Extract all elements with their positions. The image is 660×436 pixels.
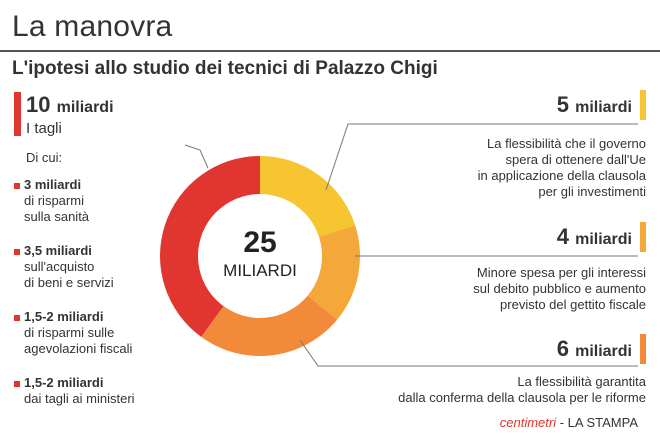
tagli-amount: 10 miliardi xyxy=(26,92,114,118)
color-bar-5 xyxy=(640,90,646,120)
breakdown-desc: agevolazioni fiscali xyxy=(24,341,133,356)
credit-brand: centimetri xyxy=(499,415,557,430)
slice-amount-value: 4 xyxy=(556,224,569,249)
slice-amount-unit: miliardi xyxy=(575,343,632,360)
slice-desc-4: Minore spesa per gli interessi sul debit… xyxy=(473,265,646,313)
leader-line-tagli xyxy=(184,144,209,169)
slice-amount-4: 4 miliardi xyxy=(557,224,632,250)
slice-amount-value: 5 xyxy=(556,92,569,117)
desc-line: previsto del gettito fiscale xyxy=(500,297,646,312)
donut-hole xyxy=(198,194,322,318)
slice-amount-unit: miliardi xyxy=(575,231,632,248)
tagli-color-bar xyxy=(14,92,21,136)
slice-amount-value: 6 xyxy=(556,336,569,361)
color-bar-4 xyxy=(640,222,646,252)
breakdown-amount: 3,5 miliardi xyxy=(24,243,92,258)
slice-amount-5: 5 miliardi xyxy=(557,92,632,118)
tagli-label: I tagli xyxy=(26,120,62,137)
desc-line: La flessibilità che il governo xyxy=(487,136,646,151)
title-divider xyxy=(0,50,660,52)
desc-line: per gli investimenti xyxy=(538,184,646,199)
breakdown-item: 1,5-2 miliardi di risparmi sulle agevola… xyxy=(14,309,184,357)
tagli-amount-value: 10 xyxy=(26,92,51,117)
total-value: 25 xyxy=(243,226,277,259)
slice-amount-6: 6 miliardi xyxy=(557,336,632,362)
breakdown-desc: di risparmi sulle xyxy=(24,325,115,340)
breakdown-amount: 1,5-2 miliardi xyxy=(24,375,104,390)
bullet-square-icon xyxy=(14,380,20,387)
breakdown-desc: sulla sanità xyxy=(24,209,90,224)
breakdown-desc: di beni e servizi xyxy=(24,275,114,290)
slice-desc-5: La flessibilità che il governo spera di … xyxy=(478,136,646,200)
breakdown-amount: 1,5-2 miliardi xyxy=(24,309,104,324)
bullet-square-icon xyxy=(14,182,20,189)
desc-line: sul debito pubblico e aumento xyxy=(473,281,646,296)
breakdown-item: 1,5-2 miliardi dai tagli ai ministeri xyxy=(14,375,184,407)
slice-amount-unit: miliardi xyxy=(575,99,632,116)
leader-line-6 xyxy=(299,339,638,367)
page-subtitle: L'ipotesi allo studio dei tecnici di Pal… xyxy=(12,58,438,79)
desc-line: Minore spesa per gli interessi xyxy=(476,265,646,280)
tagli-amount-unit: miliardi xyxy=(56,99,114,116)
leader-line-5 xyxy=(325,123,638,191)
source-credit: centimetri - LA STAMPA xyxy=(500,415,638,430)
breakdown-item: 3,5 miliardi sull'acquisto di beni e ser… xyxy=(14,243,184,291)
page-title: La manovra xyxy=(12,10,173,43)
total-label: MILIARDI xyxy=(223,261,297,280)
of-which-label: Di cui: xyxy=(26,150,63,165)
breakdown-desc: di risparmi xyxy=(24,193,84,208)
desc-line: dalla conferma della clausola per le rif… xyxy=(398,390,646,405)
bullet-square-icon xyxy=(14,314,20,321)
breakdown-desc: sull'acquisto xyxy=(24,259,95,274)
breakdown-amount: 3 miliardi xyxy=(24,177,82,192)
breakdown-desc: dai tagli ai ministeri xyxy=(24,391,135,406)
desc-line: in applicazione della clausola xyxy=(477,168,646,183)
breakdown-item: 3 miliardi di risparmi sulla sanità xyxy=(14,177,184,225)
color-bar-6 xyxy=(640,334,646,364)
desc-line: La flessibilità garantita xyxy=(517,374,646,389)
credit-separator: - xyxy=(556,415,568,430)
credit-source: LA STAMPA xyxy=(567,415,638,430)
bullet-square-icon xyxy=(14,248,20,255)
desc-line: spera di ottenere dall'Ue xyxy=(505,152,646,167)
slice-desc-6: La flessibilità garantita dalla conferma… xyxy=(398,374,646,406)
